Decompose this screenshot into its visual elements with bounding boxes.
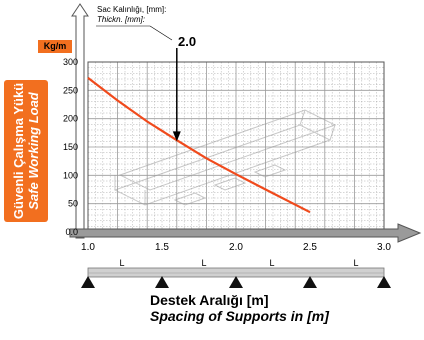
y-tick-label: 0.0 [65, 227, 78, 237]
y-tick-label: 250 [63, 85, 78, 95]
x-axis-arrow [69, 223, 422, 243]
thickness-annotation [96, 25, 181, 142]
support-triangle [155, 276, 169, 288]
unit-badge: Kg/m [38, 40, 72, 53]
y-axis-arrow [71, 3, 89, 239]
span-label: L [269, 258, 274, 268]
y-axis-title: Güvenli Çalışma Yükü [11, 82, 26, 220]
support-triangle [377, 276, 391, 288]
support-triangle [303, 276, 317, 288]
y-axis-title-en: Safe Working Load [26, 92, 41, 210]
y-axis-title-box: Güvenli Çalışma Yükü Safe Working Load [4, 80, 48, 222]
thickness-label-tr: Sac Kalınlığı, [mm]: [97, 5, 167, 14]
span-label: L [201, 258, 206, 268]
beam [87, 267, 385, 278]
x-axis-title-block: Destek Aralığı [m] Spacing of Supports i… [150, 292, 350, 324]
x-tick-label: 1.0 [81, 242, 95, 253]
y-tick-label: 300 [63, 57, 78, 67]
thickness-leader-diag [149, 25, 173, 41]
series-layer [87, 77, 311, 214]
thickness-value: 2.0 [178, 34, 197, 49]
grid-lines [87, 61, 385, 233]
axes [69, 3, 422, 243]
y-tick-label: 100 [63, 170, 78, 180]
tick-labels: 1.0 1.5 2.0 2.5 3.0 0.0 50 100 150 200 250 300 [63, 57, 391, 253]
x-tick-label: 2.5 [303, 242, 317, 253]
x-tick-label: 3.0 [377, 242, 391, 253]
y-tick-label: 200 [63, 114, 78, 124]
thickness-label: Sac Kalınlığı, [mm]: Thickn. [mm]: [97, 5, 166, 25]
support-triangle [81, 276, 95, 288]
annotation-arrowhead [172, 131, 181, 142]
support-triangle [229, 276, 243, 288]
y-tick-label: 150 [63, 142, 78, 152]
span-label: L [119, 258, 124, 268]
x-axis-title-en: Spacing of Supports in [m] [150, 308, 329, 324]
thickness-label-en: Thickn. [mm]: [97, 15, 146, 24]
x-tick-label: 2.0 [229, 242, 243, 253]
load-curve [87, 77, 311, 214]
span-label: L [353, 258, 358, 268]
x-axis-title: Destek Aralığı [m] [150, 292, 269, 308]
x-tick-label: 1.5 [155, 242, 169, 253]
y-tick-label: 50 [68, 199, 78, 209]
